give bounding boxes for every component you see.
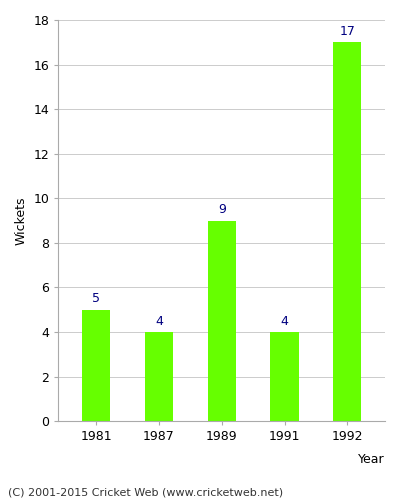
Bar [270, 332, 299, 421]
Text: 4: 4 [155, 314, 163, 328]
Bar [145, 332, 173, 421]
Text: 9: 9 [218, 203, 226, 216]
Bar [208, 220, 236, 421]
Y-axis label: Wickets: Wickets [15, 196, 28, 245]
Bar [333, 42, 362, 421]
Text: Year: Year [358, 454, 385, 466]
Text: (C) 2001-2015 Cricket Web (www.cricketweb.net): (C) 2001-2015 Cricket Web (www.cricketwe… [8, 488, 283, 498]
Bar [82, 310, 110, 421]
Text: 4: 4 [280, 314, 288, 328]
Text: 17: 17 [339, 25, 355, 38]
Text: 5: 5 [92, 292, 100, 306]
